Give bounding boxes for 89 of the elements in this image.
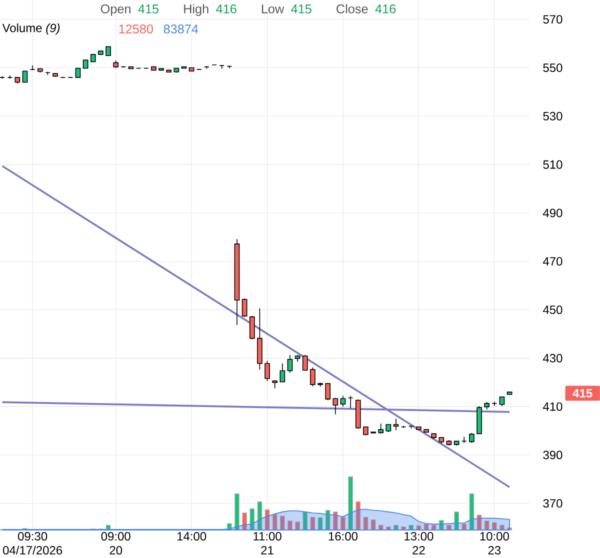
bar — [378, 524, 384, 530]
bar — [340, 516, 346, 530]
candlestick — [492, 401, 498, 406]
candlestick — [30, 64, 36, 71]
bar — [333, 512, 338, 530]
bar — [106, 524, 111, 530]
candlestick — [310, 366, 316, 387]
candlestick — [264, 360, 270, 382]
x-tick-label: 16:00 — [328, 532, 358, 541]
bar — [325, 510, 330, 530]
annotation: 415 — [138, 4, 159, 14]
bar — [288, 520, 292, 530]
bar — [408, 524, 414, 530]
bar — [257, 501, 262, 530]
bar — [394, 524, 398, 530]
bar — [401, 526, 406, 530]
candlestick — [340, 396, 346, 407]
chart-title: Volume (9) — [2, 23, 60, 35]
candlestick — [249, 316, 255, 340]
bar — [356, 501, 361, 530]
bar — [500, 524, 504, 530]
bar — [476, 514, 482, 530]
annotation: 416 — [375, 4, 396, 14]
candlestick — [378, 423, 384, 434]
candlestick — [302, 354, 308, 371]
x-tick-label: 13:00 22 — [404, 532, 434, 554]
bar — [370, 520, 376, 530]
x-tick-label: 10:00 23 — [480, 532, 509, 555]
x-tick-label: 09:00 20 — [101, 532, 130, 555]
bar — [484, 520, 490, 530]
bar — [227, 523, 232, 530]
y-tick-label: 410 — [542, 402, 562, 411]
text: 415 — [572, 389, 592, 398]
x-tick-label: 09:30 04/17/2026 — [2, 532, 62, 555]
annotation: Close — [336, 4, 368, 14]
candlestick — [499, 396, 505, 406]
y-tick-label: 430 — [542, 354, 562, 362]
y-tick-label: 370 — [543, 499, 562, 508]
bar — [424, 524, 429, 530]
bar — [318, 517, 323, 530]
candlestick — [332, 397, 338, 415]
candlestick — [242, 298, 248, 318]
bar — [272, 514, 278, 530]
y-tick-label: 510 — [543, 160, 562, 169]
bar — [295, 522, 300, 530]
bar — [454, 512, 459, 530]
bar — [439, 520, 444, 530]
annotation: Open — [100, 4, 130, 16]
annotation: 415 — [291, 4, 312, 14]
bar — [431, 524, 436, 530]
y-tick-label: 550 — [543, 64, 562, 72]
bar — [348, 476, 353, 530]
annotation: Low — [262, 4, 284, 14]
candlestick — [287, 354, 293, 374]
bar — [446, 524, 452, 530]
bar — [264, 509, 270, 530]
candlestick — [325, 383, 331, 401]
annotation: 416 — [216, 4, 236, 14]
bar — [469, 493, 474, 530]
y-tick-label: 470 — [542, 257, 562, 266]
candlestick — [280, 363, 286, 382]
y-tick-label: 490 — [542, 208, 562, 218]
y-tick-label: 530 — [543, 112, 562, 120]
bar — [462, 524, 467, 530]
candlestick — [469, 432, 474, 444]
annotation: 12580 — [119, 24, 153, 34]
candlestick — [461, 436, 467, 444]
x-tick-label: 11:00 21 — [254, 532, 282, 554]
candlestick — [75, 68, 81, 78]
bar — [242, 512, 247, 530]
bar — [386, 526, 391, 530]
y-tick-label: 570 — [543, 15, 562, 24]
annotation: 83874 — [164, 24, 198, 34]
bar — [280, 516, 285, 530]
bar — [250, 508, 255, 530]
bar — [363, 516, 368, 530]
bar — [310, 516, 316, 530]
x-tick-label: 14:00 — [177, 532, 206, 541]
bar — [234, 493, 240, 530]
candlestick — [348, 396, 354, 409]
candlestick — [393, 418, 399, 431]
bar — [416, 525, 422, 530]
candlestick — [22, 70, 28, 83]
bar — [492, 522, 497, 530]
bar — [302, 512, 308, 530]
y-tick-label: 390 — [543, 450, 562, 460]
y-tick-label: 450 — [542, 306, 562, 314]
bar — [507, 528, 512, 530]
annotation: High — [184, 4, 208, 16]
